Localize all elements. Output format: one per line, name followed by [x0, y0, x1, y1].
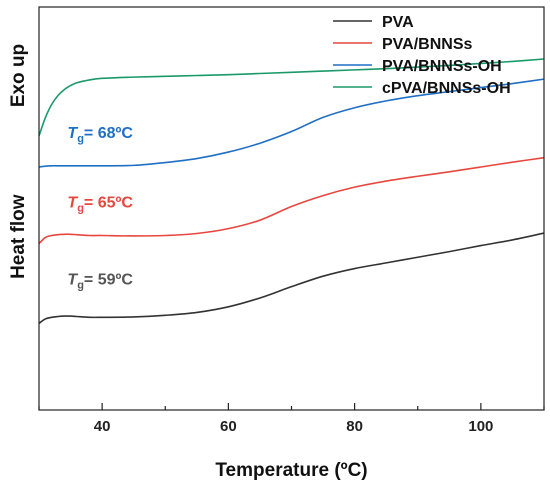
series-line-2	[38, 78, 545, 168]
x-ticks: 40 60 80 100	[38, 403, 545, 435]
plot-lines	[38, 58, 545, 325]
legend-label-3: cPVA/BNNSs-OH	[382, 80, 511, 97]
tg-annotation-2: Tg= 59ºC	[67, 271, 133, 291]
tg-annotation-1: Tg= 65ºC	[67, 195, 133, 215]
legend-label-1: PVA/BNNSs	[382, 36, 472, 53]
x-tick-label-60: 60	[220, 418, 237, 435]
y-axis-title: Heat flow	[8, 194, 29, 279]
x-tick-label-80: 80	[346, 418, 363, 435]
series-line-0	[38, 232, 545, 325]
series-line-1	[38, 156, 545, 245]
tg-annotation-0: Tg= 68ºC	[67, 125, 133, 145]
x-tick-label-40: 40	[94, 418, 111, 435]
series-line-3	[38, 58, 545, 137]
x-axis-title: Temperature (ºC)	[215, 460, 367, 481]
legend: PVA PVA/BNNSs PVA/BNNSs-OH cPVA/BNNSs-OH	[333, 14, 511, 97]
legend-label-2: PVA/BNNSs-OH	[382, 58, 502, 75]
y-axis-title-exo-up: Exo up	[8, 44, 29, 107]
legend-label-0: PVA	[382, 14, 414, 31]
annotations: Tg= 68ºC Tg= 65ºC Tg= 59ºC	[67, 125, 133, 291]
x-tick-label-100: 100	[468, 418, 493, 435]
